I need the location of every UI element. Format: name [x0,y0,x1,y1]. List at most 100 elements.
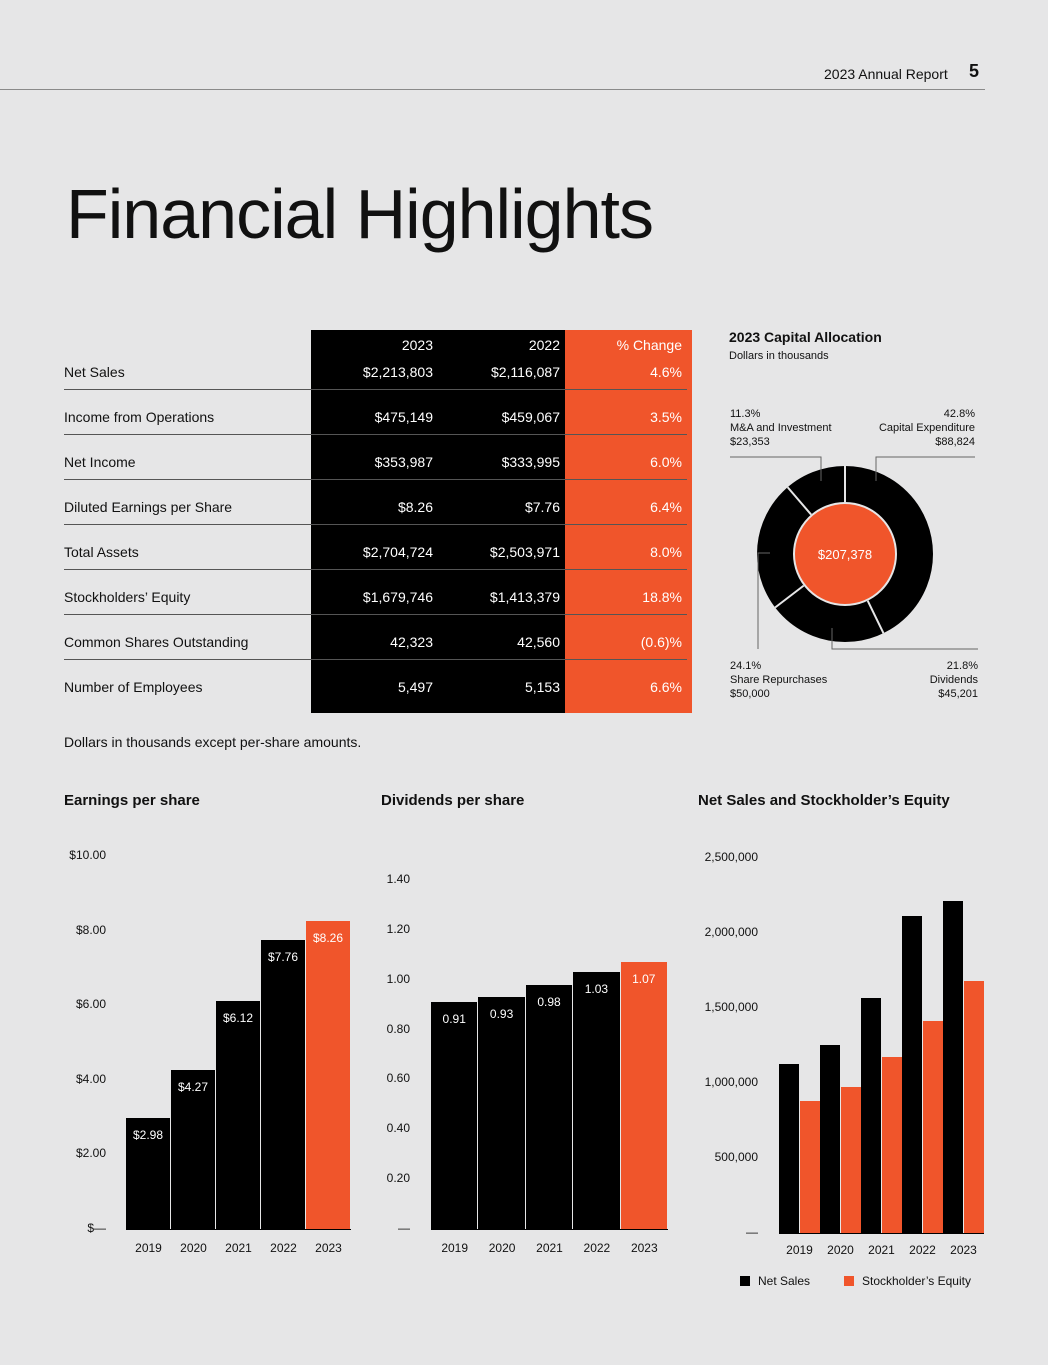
bar-2023 [620,962,667,1229]
x-tick-label: 2019 [135,1241,162,1255]
bar-net-sales-2020 [820,1044,840,1233]
value-change: 8.0% [650,544,682,560]
x-tick-label: 2022 [270,1241,297,1255]
x-tick-label: 2022 [909,1243,936,1257]
value-2022: $1,413,379 [489,589,560,605]
table-row: Net Income $353,987 $333,995 6.0% [64,454,687,499]
leader-lines [730,456,978,650]
row-divider [64,569,687,570]
value-2022: $2,116,087 [490,364,560,380]
x-tick-label: 2020 [180,1241,207,1255]
y-tick-label: 2,500,000 [704,850,758,864]
y-tick-label: $2.00 [75,1146,106,1161]
bar-net-sales-2022 [902,915,922,1233]
chart-title-dps: Dividends per share [381,792,525,809]
y-tick-label: 1,500,000 [704,1000,758,1014]
y-tick-label: 0.20 [386,1171,410,1186]
bar-2022 [573,972,620,1229]
x-tick-label: 2023 [630,1241,658,1255]
bar-2023 [306,920,350,1229]
y-tick-label: 1,000,000 [704,1075,758,1089]
x-tick-label: 2023 [950,1243,977,1257]
bar-value-label: 0.98 [537,994,561,1009]
x-tick-label: 2023 [315,1241,342,1255]
row-divider [64,434,687,435]
x-tick-label: 2020 [827,1243,854,1257]
y-tick-label: $10.00 [69,848,106,862]
bar-net-sales-2019 [779,1063,799,1233]
bar-net-sales-2023 [943,900,963,1233]
y-tick-label: 1.40 [386,872,410,886]
y-tick-label: $8.00 [75,922,106,937]
value-2023: 5,497 [397,679,433,695]
row-label: Common Shares Outstanding [64,634,249,650]
value-2023: $353,987 [374,454,433,470]
capital-allocation-title: 2023 Capital Allocation [729,329,882,345]
row-label: Diluted Earnings per Share [64,499,233,515]
value-change: 6.4% [650,499,682,515]
bar-2021 [525,984,573,1229]
table-row: Income from Operations $475,149 $459,067 3.… [64,409,687,454]
x-tick-label: 2021 [868,1243,895,1257]
y-tick-label: 1.20 [386,921,410,936]
header-divider [0,89,985,90]
x-tick-label: 2021 [225,1241,252,1255]
legend-net-sales: Net Sales [740,1274,810,1288]
donut-segment-divider [866,600,885,634]
value-2022: 42,560 [517,634,560,650]
bar-value-label: $7.76 [267,949,299,964]
bar-equity-2022 [923,1020,943,1233]
table-row: Stockholders’ Equity $1,679,746 $1,413,379… [64,589,687,634]
x-tick-label: 2021 [536,1241,563,1255]
value-2022: $459,067 [501,409,560,425]
bar-equity-2019 [800,1101,820,1233]
table-footnote: Dollars in thousands except per-share am… [64,734,362,750]
bar-2022 [261,939,305,1229]
table-row: Diluted Earnings per Share $8.26 $7.76 6.4% [64,499,687,544]
x-tick-label: 2019 [786,1243,813,1257]
cap-label-ma: 11.3% M&A and Investment $23,353 [730,408,832,448]
chart-title-eps: Earnings per share [64,792,200,809]
row-divider [64,389,687,390]
row-label: Number of Employees [64,679,203,695]
page-number: 5 [969,61,980,81]
y-tick-label: 500,000 [714,1150,758,1164]
row-label: Income from Operations [64,409,215,425]
row-label: Total Assets [64,544,139,560]
value-change: 6.0% [650,454,682,470]
table-black-band [311,330,566,713]
x-axis [431,1229,668,1230]
y-tick-label: 0.40 [386,1121,410,1136]
chart-title-sales-equity: Net Sales and Stockholder’s Equity [698,792,950,809]
x-axis [126,1229,351,1230]
bar-value-label: 1.07 [632,972,656,987]
bar-equity-2023 [964,981,984,1233]
y-tick-label: $— [87,1221,106,1235]
bar-equity-2021 [882,1056,902,1233]
bar-value-label: $4.27 [177,1079,209,1094]
bar-equity-2020 [841,1086,861,1233]
row-divider [64,659,687,660]
y-tick-label: $4.00 [75,1071,106,1086]
legend-swatch-equity [844,1276,854,1286]
value-change: 18.8% [642,589,682,605]
row-divider [64,479,687,480]
row-label: Stockholders’ Equity [64,589,191,605]
y-tick-label: — [398,1221,410,1235]
donut-segment-divider [786,486,812,516]
row-label: Net Income [64,454,136,470]
value-2022: $333,995 [501,454,560,470]
cap-label-dividends: 21.8% Dividends $45,201 [929,660,978,700]
y-tick-label: 1.00 [386,971,410,986]
y-tick-label: 0.60 [386,1071,410,1086]
y-tick-label: 0.80 [386,1021,410,1036]
donut-total: $207,378 [818,547,872,562]
value-2023: $2,704,724 [362,544,433,560]
bar-value-label: 0.93 [489,1007,514,1022]
bar-2019 [126,1117,170,1229]
donut-segment-divider [774,584,805,609]
y-tick-label: $6.00 [75,997,106,1012]
col-header-2022: 2022 [528,337,560,353]
value-change: 4.6% [650,364,682,380]
